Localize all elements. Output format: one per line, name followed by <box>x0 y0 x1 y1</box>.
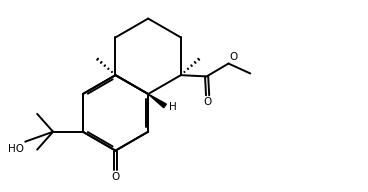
Text: H: H <box>169 102 177 112</box>
Text: O: O <box>112 172 120 182</box>
Text: O: O <box>230 51 238 62</box>
Polygon shape <box>148 94 166 108</box>
Text: O: O <box>204 97 212 107</box>
Text: HO: HO <box>8 144 24 154</box>
